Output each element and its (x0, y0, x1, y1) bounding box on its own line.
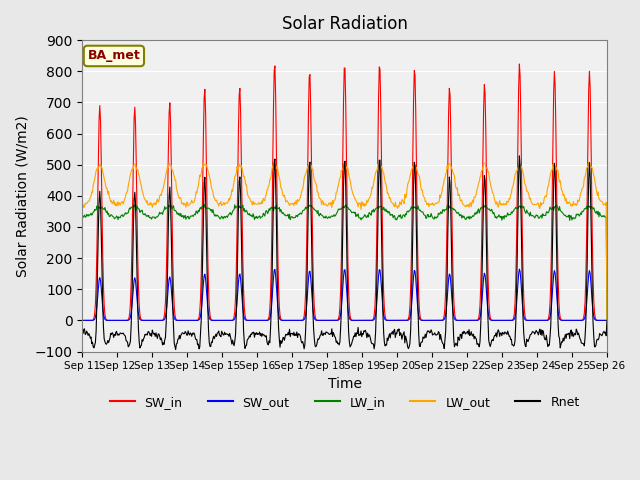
SW_in (223, 317, 230, 323)
Rnet (516, 153, 524, 159)
Rnet (196, 344, 204, 350)
SW_out (88, 317, 95, 323)
SW_out (223, 317, 230, 323)
Line: Rnet: Rnet (83, 156, 607, 349)
LW_in (603, 317, 611, 323)
Y-axis label: Solar Radiation (W/m2): Solar Radiation (W/m2) (15, 115, 29, 276)
SW_in (79, 317, 86, 323)
Rnet (142, 332, 150, 338)
SW_out (195, 317, 203, 323)
Rnet (88, 341, 95, 347)
Legend: SW_in, SW_out, LW_in, LW_out, Rnet: SW_in, SW_out, LW_in, LW_out, Rnet (104, 391, 584, 414)
Line: SW_out: SW_out (83, 269, 607, 320)
SW_in (603, 317, 611, 323)
LW_in (195, 209, 203, 215)
Rnet (172, 347, 180, 352)
LW_in (88, 212, 95, 218)
X-axis label: Time: Time (328, 377, 362, 391)
LW_out (195, 178, 203, 184)
LW_out (223, 200, 230, 206)
LW_out (585, 159, 593, 165)
SW_in (195, 314, 203, 320)
Title: Solar Radiation: Solar Radiation (282, 15, 408, 33)
LW_out (603, 317, 611, 323)
SW_out (79, 317, 86, 323)
LW_in (223, 215, 231, 220)
LW_in (200, 202, 208, 207)
Line: LW_in: LW_in (83, 204, 607, 320)
SW_in (88, 317, 95, 323)
Line: SW_in: SW_in (83, 64, 607, 320)
SW_in (424, 317, 431, 323)
Rnet (603, 317, 611, 323)
SW_out (516, 266, 524, 272)
LW_in (142, 212, 150, 218)
SW_in (516, 61, 524, 67)
SW_out (424, 317, 431, 323)
LW_in (79, 214, 86, 220)
Rnet (223, 332, 231, 337)
SW_out (603, 317, 611, 323)
LW_out (79, 202, 86, 208)
LW_in (409, 204, 417, 209)
LW_out (88, 189, 95, 195)
Line: LW_out: LW_out (83, 162, 607, 320)
Text: BA_met: BA_met (88, 49, 140, 62)
LW_out (424, 201, 431, 207)
SW_out (408, 295, 416, 301)
LW_out (408, 166, 416, 171)
SW_in (142, 317, 150, 323)
LW_in (424, 212, 432, 217)
Rnet (409, 223, 417, 228)
Rnet (424, 329, 432, 335)
LW_out (142, 197, 150, 203)
SW_out (142, 317, 150, 323)
Rnet (79, 329, 86, 335)
SW_in (408, 206, 416, 212)
